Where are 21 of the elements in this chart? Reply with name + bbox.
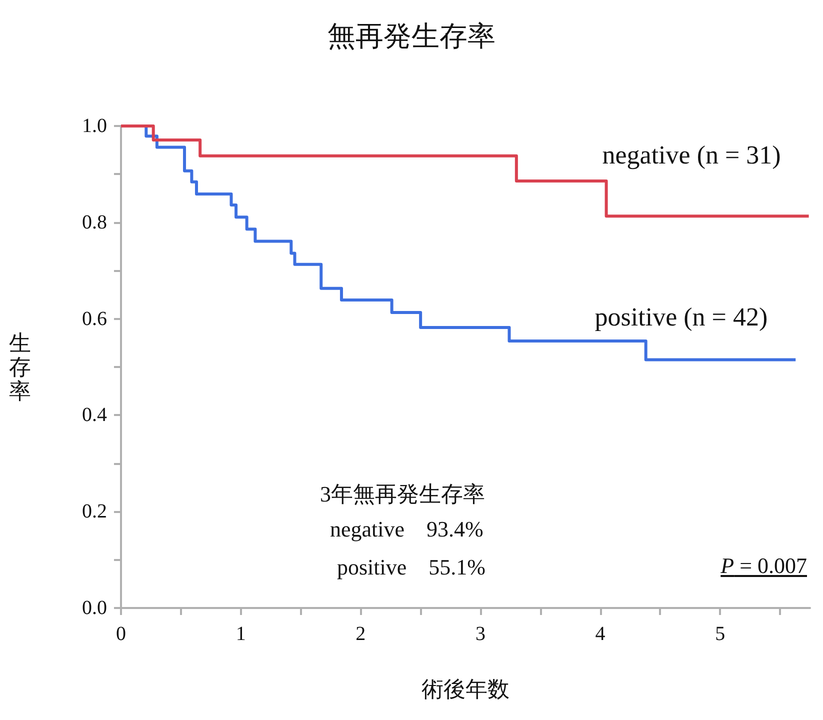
- y-tick-label: 0.4: [82, 404, 107, 426]
- x-tick-label: 0: [116, 623, 126, 645]
- x-tick-label: 4: [595, 623, 606, 645]
- annotation: positive 55.1%: [337, 554, 486, 580]
- x-axis-title: 術後年数: [422, 676, 510, 702]
- y-tick-label: 0.8: [82, 211, 107, 234]
- x-tick-label: 1: [236, 623, 246, 645]
- y-tick-label: 0.0: [82, 597, 107, 619]
- x-tick-label: 2: [356, 623, 366, 645]
- series-label: negative (n = 31): [602, 140, 781, 170]
- x-tick-label: 3: [475, 623, 486, 645]
- annotation: P = 0.007: [720, 553, 807, 579]
- chart-title: 無再発生存率: [328, 22, 496, 52]
- y-tick-label: 0.2: [82, 500, 107, 523]
- series-label: positive (n = 42): [594, 302, 768, 332]
- y-tick-label: 1.0: [82, 115, 107, 137]
- y-tick-label: 0.6: [82, 308, 107, 330]
- annotation: negative 93.4%: [330, 516, 484, 542]
- x-tick-label: 5: [715, 623, 726, 645]
- annotation: 3年無再発生存率: [320, 482, 485, 506]
- y-axis-title: 生存率: [9, 330, 31, 404]
